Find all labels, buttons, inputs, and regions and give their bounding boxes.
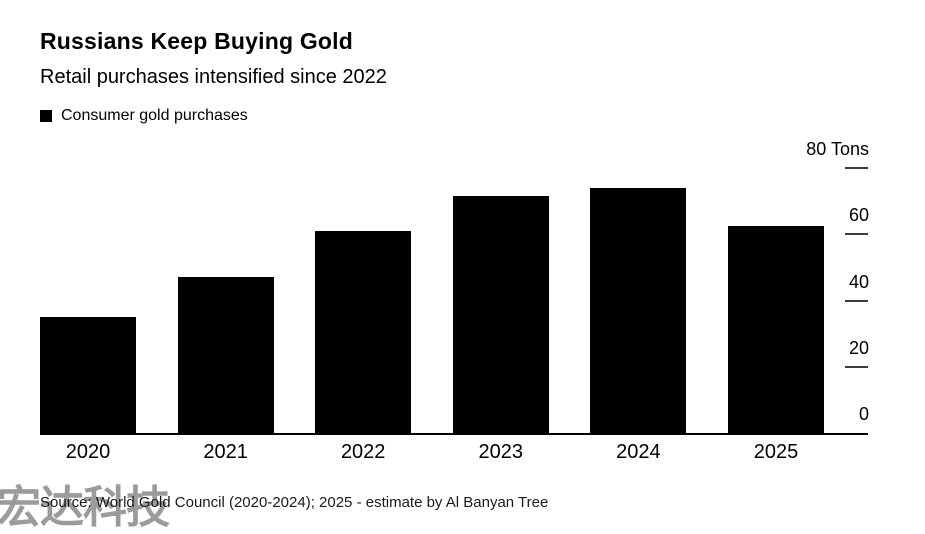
watermark-text: 宏达科技: [0, 483, 170, 532]
bar-2020: [40, 317, 136, 433]
bar-2025: [728, 225, 824, 433]
bar-2023: [452, 196, 549, 433]
y-tick-60: [845, 233, 868, 236]
y-tick-label-80: 80 Tons: [806, 139, 869, 159]
x-axis-line: [40, 433, 868, 435]
bar-2024: [590, 187, 687, 433]
source-text: Source: World Gold Council (2020-2024); …: [40, 494, 549, 511]
y-tick-label-0: 0: [858, 404, 869, 424]
legend-label: Consumer gold purchases: [61, 107, 248, 124]
y-tick-40: [845, 299, 868, 302]
bar-2021: [177, 277, 274, 433]
legend: Consumer gold purchases: [40, 107, 248, 125]
x-tick-label-2021: 2021: [203, 441, 248, 463]
y-tick-label-40: 40: [848, 271, 869, 292]
x-tick-label-2022: 2022: [340, 441, 386, 463]
x-tick-label-2025: 2025: [753, 441, 799, 463]
y-tick-80: [845, 167, 868, 169]
y-tick-label-60: 60: [848, 205, 869, 226]
page-title: Russians Keep Buying Gold: [40, 28, 353, 54]
page-subtitle: Retail purchases intensified since 2022: [40, 66, 387, 88]
y-tick-label-20: 20: [848, 337, 869, 358]
bar-2022: [315, 230, 412, 433]
legend-swatch-icon: [40, 110, 52, 122]
x-tick-label-2024: 2024: [616, 441, 661, 463]
y-tick-20: [845, 365, 868, 368]
x-tick-label-2023: 2023: [478, 441, 524, 463]
x-tick-label-2020: 2020: [65, 441, 111, 463]
